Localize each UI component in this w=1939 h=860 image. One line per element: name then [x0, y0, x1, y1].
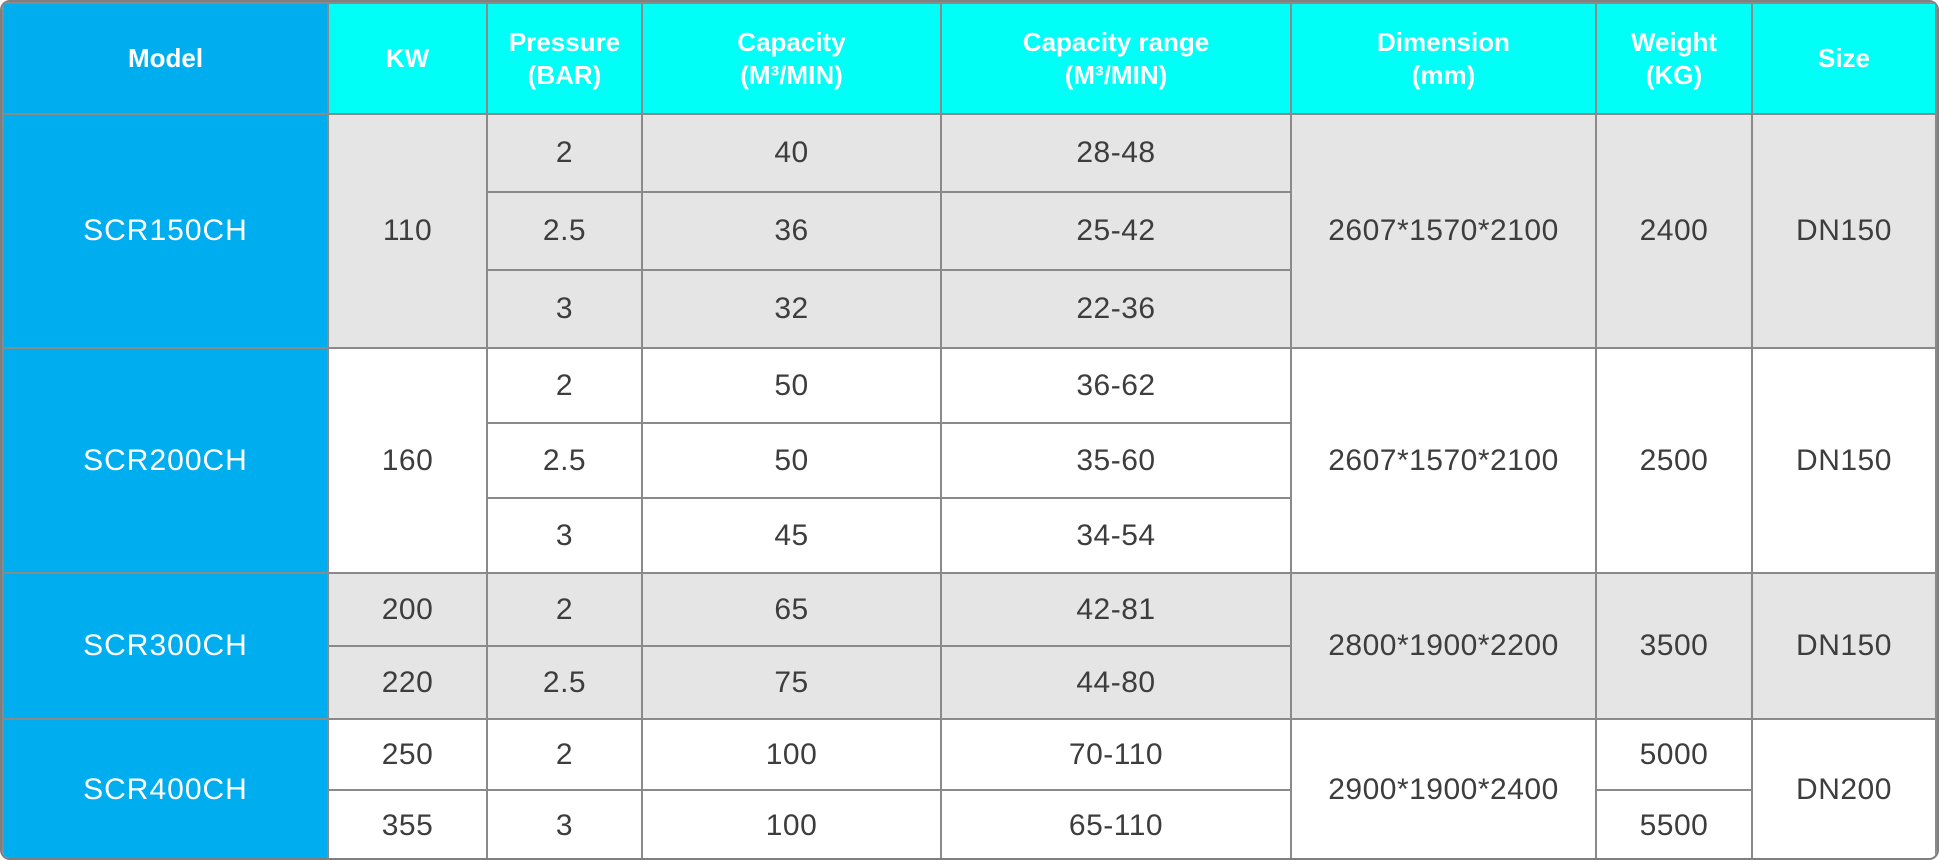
dimension-cell: 2607*1570*2100 [1290, 113, 1597, 349]
weight-cell: 5000 [1595, 718, 1753, 791]
capacity-range-cell: 34-54 [940, 497, 1292, 574]
capacity-cell: 65 [641, 572, 942, 647]
header-label: Dimension [1377, 27, 1510, 57]
capacity-range-cell: 42-81 [940, 572, 1292, 647]
table-row: 2.5 50 35-60 [3, 422, 1936, 499]
weight-cell: 2500 [1595, 347, 1753, 574]
pressure-cell: 3 [486, 789, 643, 858]
pressure-cell: 2 [486, 572, 643, 647]
capacity-range-cell: 44-80 [940, 645, 1292, 720]
size-cell: DN150 [1751, 347, 1937, 574]
weight-cell: 2400 [1595, 113, 1753, 349]
capacity-range-cell: 25-42 [940, 191, 1292, 271]
capacity-range-cell: 36-62 [940, 347, 1292, 424]
capacity-cell: 75 [641, 645, 942, 720]
table-row: 3 45 34-54 [3, 497, 1936, 574]
kw-cell: 220 [327, 645, 488, 720]
size-cell: DN200 [1751, 718, 1937, 858]
pressure-cell: 2 [486, 113, 643, 193]
capacity-range-cell: 70-110 [940, 718, 1292, 791]
model-group-scr300ch: SCR300CH 200 2 65 42-81 2800*1900*2200 3… [2, 572, 1937, 720]
kw-cell: 200 [327, 572, 488, 647]
capacity-range-cell: 28-48 [940, 113, 1292, 193]
capacity-cell: 100 [641, 789, 942, 858]
col-header-size: Size [1751, 2, 1937, 115]
model-cell: SCR300CH [2, 572, 329, 720]
header-label: Size [1817, 43, 1871, 74]
capacity-cell: 45 [641, 497, 942, 574]
header-label: KW [385, 43, 430, 74]
capacity-cell: 32 [641, 269, 942, 349]
model-group-scr400ch: SCR400CH 250 2 100 70-110 2900*1900*2400… [2, 718, 1937, 858]
col-header-capacity-range: Capacity range (M³/MIN) [940, 2, 1292, 115]
col-header-capacity: Capacity (M³/MIN) [641, 2, 942, 115]
weight-cell: 5500 [1595, 789, 1753, 858]
table-row: SCR200CH 160 2 50 36-62 2607*1570*2100 2… [2, 347, 1937, 574]
model-group-scr150ch: SCR150CH 110 2 40 28-48 2607*1570*2100 2… [2, 113, 1937, 349]
pressure-cell: 2 [486, 718, 643, 791]
table-row: SCR400CH 250 2 100 70-110 2900*1900*2400… [2, 718, 1937, 858]
table-row: 220 2.5 75 44-80 [3, 645, 1936, 720]
pressure-cell: 2.5 [486, 191, 643, 271]
kw-cell: 250 [327, 718, 488, 791]
header-unit: (M³/MIN) [740, 59, 843, 90]
table-row: SCR300CH 200 2 65 42-81 2800*1900*2200 3… [2, 572, 1937, 720]
table-row: 3 32 22-36 [3, 269, 1936, 349]
pressure-cell: 2.5 [486, 645, 643, 720]
model-cell: SCR200CH [2, 347, 329, 574]
model-cell: SCR150CH [2, 113, 329, 349]
header-label: Capacity range [1022, 27, 1210, 57]
header-row: Model KW Pressure (BAR) Capacity (M³/MIN) … [2, 2, 1937, 115]
table-row: 2.5 36 25-42 [3, 191, 1936, 271]
col-header-model: Model [2, 2, 329, 115]
kw-cell: 160 [327, 347, 488, 574]
weight-cell: 3500 [1595, 572, 1753, 720]
header-unit: (BAR) [527, 59, 602, 90]
size-cell: DN150 [1751, 113, 1937, 349]
table-header: Model KW Pressure (BAR) Capacity (M³/MIN) … [2, 2, 1937, 115]
pressure-cell: 2 [486, 347, 643, 424]
pressure-cell: 3 [486, 497, 643, 574]
header-label: Pressure [508, 27, 621, 57]
header-label: Capacity [737, 27, 846, 57]
capacity-range-cell: 35-60 [940, 422, 1292, 499]
model-cell: SCR400CH [2, 718, 329, 858]
header-unit: (M³/MIN) [1064, 59, 1168, 90]
kw-cell: 110 [327, 113, 488, 349]
col-header-kw: KW [327, 2, 488, 115]
col-header-weight: Weight (KG) [1595, 2, 1753, 115]
capacity-cell: 40 [641, 113, 942, 193]
header-unit: (mm) [1411, 59, 1476, 90]
col-header-dimension: Dimension (mm) [1290, 2, 1597, 115]
capacity-cell: 100 [641, 718, 942, 791]
kw-cell: 355 [327, 789, 488, 858]
capacity-cell: 50 [641, 422, 942, 499]
capacity-cell: 50 [641, 347, 942, 424]
size-cell: DN150 [1751, 572, 1937, 720]
capacity-cell: 36 [641, 191, 942, 271]
pressure-cell: 3 [486, 269, 643, 349]
capacity-range-cell: 65-110 [940, 789, 1292, 858]
capacity-range-cell: 22-36 [940, 269, 1292, 349]
table-row: SCR150CH 110 2 40 28-48 2607*1570*2100 2… [2, 113, 1937, 349]
table-row: 355 3 100 65-110 5500 [3, 789, 1936, 858]
header-unit: (KG) [1645, 59, 1703, 90]
header-label: Model [127, 43, 204, 74]
dimension-cell: 2900*1900*2400 [1290, 718, 1597, 858]
model-group-scr200ch: SCR200CH 160 2 50 36-62 2607*1570*2100 2… [2, 347, 1937, 574]
header-label: Weight [1630, 27, 1718, 57]
dimension-cell: 2800*1900*2200 [1290, 572, 1597, 720]
col-header-pressure: Pressure (BAR) [486, 2, 643, 115]
pressure-cell: 2.5 [486, 422, 643, 499]
dimension-cell: 2607*1570*2100 [1290, 347, 1597, 574]
